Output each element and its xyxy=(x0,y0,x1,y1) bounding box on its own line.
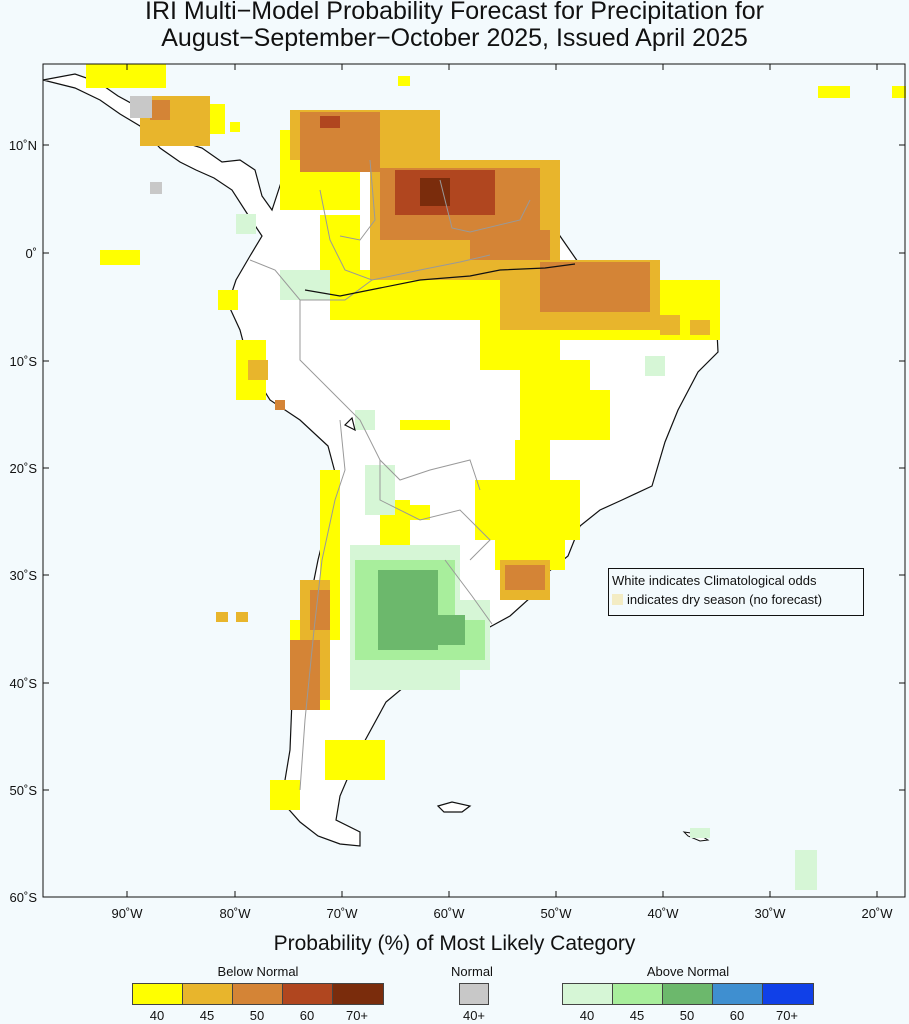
above-value-50: 50 xyxy=(679,1008,695,1023)
forecast-map: 10˚N 0˚ 10˚S 20˚S 30˚S 40˚S 50˚S 60˚S 90… xyxy=(9,63,906,921)
lon-label-40w: 40˚W xyxy=(647,906,679,921)
lon-label-90w: 90˚W xyxy=(111,906,143,921)
lat-label-10n: 10˚N xyxy=(9,138,37,153)
below-swatch-70 xyxy=(332,983,384,1005)
map-title-line2: August−September−October 2025, Issued Ap… xyxy=(161,24,748,52)
coastline-details xyxy=(304,263,576,432)
normal-label: Normal xyxy=(451,964,493,979)
below-swatch-50 xyxy=(232,983,283,1005)
climatology-note: White indicates Climatological odds xyxy=(612,573,817,588)
normal-swatch-40 xyxy=(459,983,489,1005)
above-swatch-50 xyxy=(662,983,713,1005)
above-swatch-70 xyxy=(762,983,814,1005)
map-frame xyxy=(42,63,906,898)
lat-label-50s: 50˚S xyxy=(10,783,38,798)
below-value-70: 70+ xyxy=(345,1008,369,1023)
legend-title: Probability (%) of Most Likely Category xyxy=(273,932,636,955)
above-value-40: 40 xyxy=(579,1008,595,1023)
lat-label-10s: 10˚S xyxy=(10,354,38,369)
above-value-60: 60 xyxy=(729,1008,745,1023)
tick-marks xyxy=(43,64,905,897)
below-value-60: 60 xyxy=(299,1008,315,1023)
above-swatch-40 xyxy=(562,983,613,1005)
lon-label-70w: 70˚W xyxy=(326,906,358,921)
dry-season-swatch xyxy=(612,594,623,605)
lat-label-20s: 20˚S xyxy=(10,461,38,476)
map-title-line1: IRI Multi−Model Probability Forecast for… xyxy=(145,0,764,25)
below-value-45: 45 xyxy=(199,1008,215,1023)
above-swatch-60 xyxy=(712,983,763,1005)
below-normal-label: Below Normal xyxy=(217,964,299,979)
below-value-50: 50 xyxy=(249,1008,265,1023)
normal-value-40: 40+ xyxy=(462,1008,486,1023)
falkland-islands xyxy=(436,801,472,813)
lon-label-80w: 80˚W xyxy=(219,906,251,921)
above-value-70: 70+ xyxy=(775,1008,799,1023)
lat-label-60s: 60˚S xyxy=(10,890,38,905)
above-normal-50-area xyxy=(378,570,465,650)
below-swatch-60 xyxy=(282,983,333,1005)
above-value-45: 45 xyxy=(629,1008,645,1023)
below-swatch-45 xyxy=(182,983,233,1005)
above-swatch-45 xyxy=(612,983,663,1005)
dry-season-note: indicates dry season (no forecast) xyxy=(612,590,860,609)
lat-label-30s: 30˚S xyxy=(10,568,38,583)
normal-area xyxy=(130,96,162,194)
lon-label-30w: 30˚W xyxy=(754,906,786,921)
lat-label-0: 0˚ xyxy=(25,246,37,261)
above-normal-label: Above Normal xyxy=(646,964,730,979)
lon-label-20w: 20˚W xyxy=(861,906,893,921)
lon-label-50w: 50˚W xyxy=(540,906,572,921)
below-swatch-40 xyxy=(132,983,183,1005)
legend-note-box: White indicates Climatological odds indi… xyxy=(608,568,864,616)
lon-label-60w: 60˚W xyxy=(433,906,465,921)
below-value-40: 40 xyxy=(149,1008,165,1023)
lat-label-40s: 40˚S xyxy=(10,676,38,691)
